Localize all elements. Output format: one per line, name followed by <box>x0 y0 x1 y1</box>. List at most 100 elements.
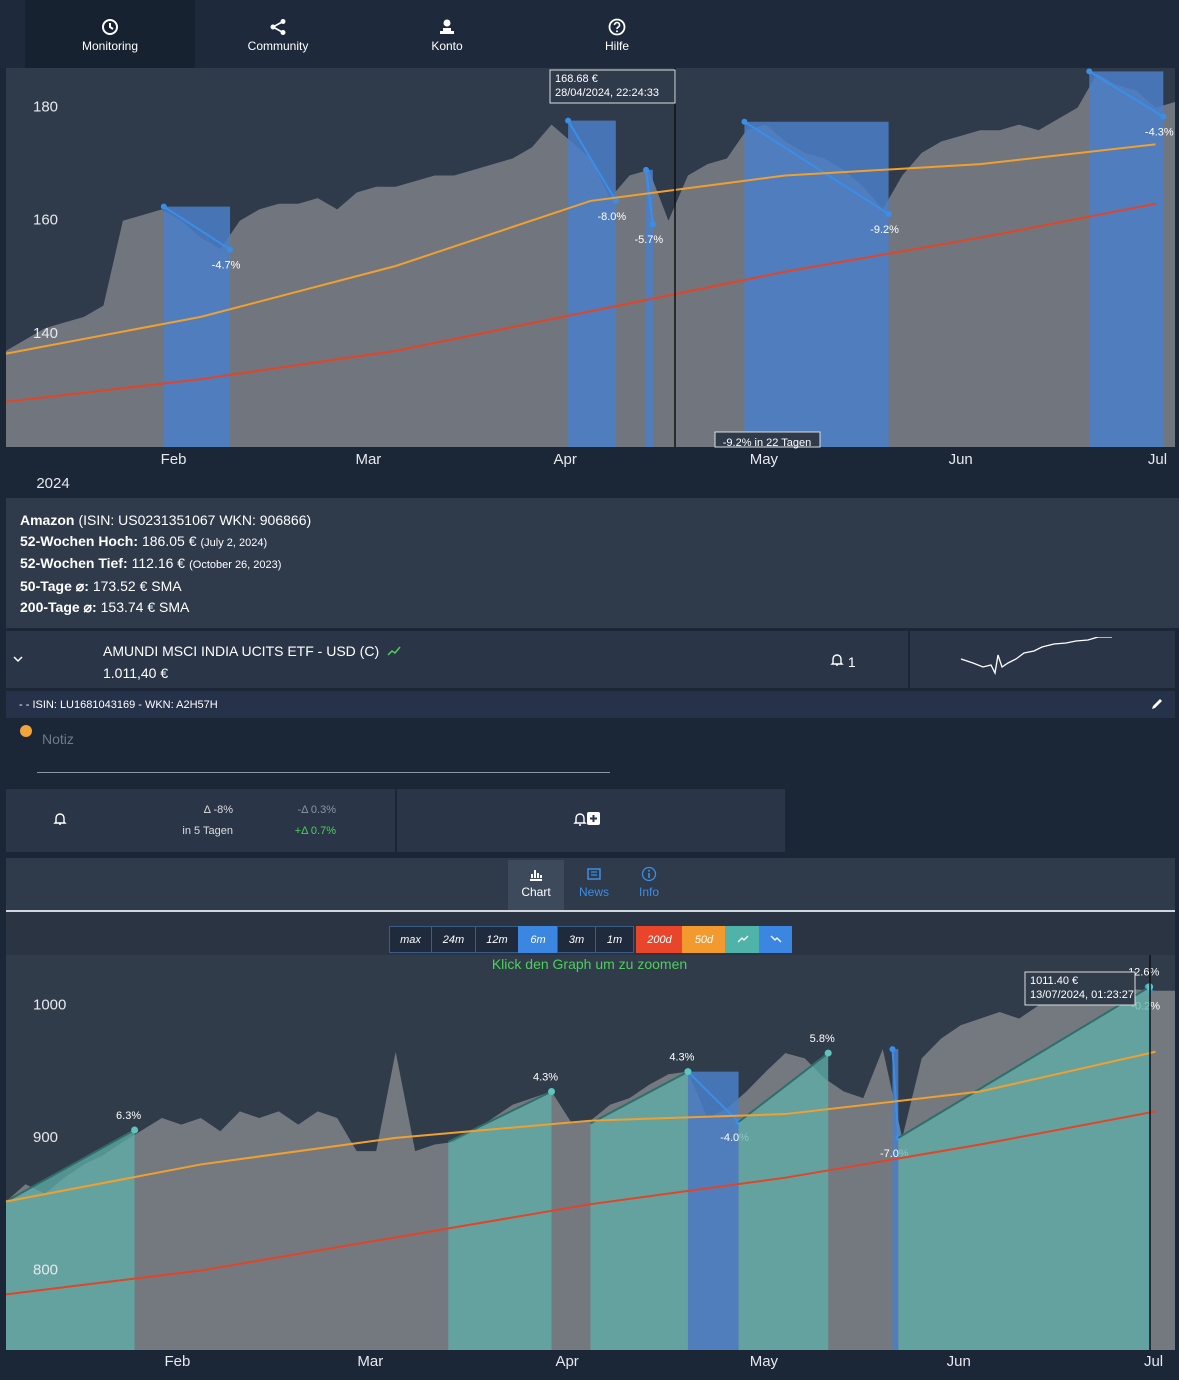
add-alert-box[interactable] <box>397 789 785 852</box>
icon <box>440 19 454 34</box>
drawdown-label: -4.3% <box>1145 127 1174 139</box>
x-tick-label: Feb <box>161 451 187 468</box>
tab-label: Info <box>638 885 659 899</box>
drawdown-region <box>163 206 231 447</box>
tab-active-bg <box>508 860 564 910</box>
sma200-line <box>5 1110 1156 1296</box>
chevron[interactable] <box>13 655 23 663</box>
gain-line <box>447 1090 552 1143</box>
x-tick-label: Jun <box>947 1353 971 1370</box>
icon <box>102 19 118 35</box>
drawdown-peak <box>565 117 572 124</box>
sma200-toggle[interactable]: 200d <box>636 926 683 953</box>
drawdown-region <box>568 120 616 447</box>
info-key: 50-Tage ⌀: <box>20 578 89 595</box>
info-key: 52-Wochen Tief: <box>20 555 128 572</box>
gain-peak <box>824 1049 832 1057</box>
gain-label: 4.3% <box>533 1071 558 1083</box>
alert-up: +Δ 0.7% <box>294 825 336 837</box>
note-icon <box>20 725 32 737</box>
nav-label: Hilfe <box>604 39 629 53</box>
drawdown-line <box>163 205 231 251</box>
range-button[interactable]: max <box>389 926 432 953</box>
info-line: 50-Tage ⌀: 173.52 € SMA <box>6 576 1179 597</box>
range-button[interactable]: 3m <box>557 926 596 953</box>
alert-count[interactable]: 1 <box>830 653 856 670</box>
gain-region <box>590 1071 688 1350</box>
info-value: 186.05 € <box>141 532 197 549</box>
tooltip-date: 28/04/2024, 22:24:33 <box>555 87 659 99</box>
tab-icon <box>530 870 542 881</box>
bell-icon <box>830 654 844 666</box>
drawdown-trough <box>612 197 619 204</box>
gain-line <box>737 1052 829 1123</box>
bell-icon <box>53 813 67 825</box>
drawdown-line <box>687 1070 740 1123</box>
y-tick-label: 180 <box>33 99 58 116</box>
tooltip-box <box>549 69 676 104</box>
note-field[interactable]: Notiz <box>6 720 610 775</box>
note-placeholder: Notiz <box>42 731 74 747</box>
drawdown-label: -5.7% <box>634 234 663 246</box>
tab[interactable]: Info <box>621 866 677 899</box>
note-underline <box>37 772 610 773</box>
gain-line <box>590 1070 689 1125</box>
drawdown-trough <box>649 221 656 228</box>
bottom-chart[interactable]: -4.0%-7.0%-0.2%6.3%4.3%4.3%5.8%12.6%8009… <box>0 955 1179 1380</box>
alert-delta: Δ -8% <box>203 804 233 816</box>
gain-region <box>738 1053 829 1350</box>
gain-label: 5.8% <box>810 1033 835 1045</box>
range-button-active[interactable]: 6m <box>518 926 558 953</box>
instrument-name: AMUNDI MSCI INDIA UCITS ETF - USD (C) <box>103 643 401 659</box>
range-button[interactable]: 1m <box>595 926 634 953</box>
instrument-price: 1.011,40 € <box>103 665 169 681</box>
range-button[interactable]: 24m <box>431 926 476 953</box>
span-label-box <box>714 431 821 448</box>
x-tick-label: Feb <box>165 1353 191 1370</box>
icon <box>270 19 286 35</box>
x-tick-label: Apr <box>553 451 576 468</box>
tab-icon <box>641 866 657 882</box>
edit-icon[interactable] <box>1150 697 1164 711</box>
x-tick-label: Jul <box>1144 1353 1163 1370</box>
nav-item[interactable]: Monitoring <box>25 0 195 68</box>
sma200-line <box>5 202 1156 403</box>
gains-toggle[interactable] <box>725 926 760 953</box>
nav-item[interactable]: Konto <box>362 0 532 68</box>
tab[interactable]: Chart <box>508 866 564 899</box>
x-tick-label: Jul <box>1148 451 1167 468</box>
instrument-row[interactable]: AMUNDI MSCI INDIA UCITS ETF - USD (C) 1.… <box>6 631 1175 688</box>
nav-label: Konto <box>431 39 463 53</box>
range-button[interactable]: 12m <box>475 926 519 953</box>
drawdown-trough <box>885 210 892 217</box>
drawdowns-toggle[interactable] <box>759 926 792 953</box>
nav-item[interactable]: Hilfe <box>532 0 702 68</box>
drawdown-line <box>645 169 654 225</box>
nav-item[interactable]: Community <box>193 0 363 68</box>
x-tick-label: Jun <box>949 451 973 468</box>
drawdown-peak <box>889 1046 896 1053</box>
tab[interactable]: News <box>566 866 622 899</box>
tooltip-box <box>1024 971 1136 1006</box>
sma50-toggle[interactable]: 50d <box>682 926 726 953</box>
info-value: 173.52 € SMA <box>92 578 182 595</box>
top-chart[interactable]: -4.7% -8.0% -5.7% -9.2% -4.3% 140 160 180 Feb Mar… <box>0 68 1179 498</box>
drawdown-region <box>892 1049 899 1350</box>
tooltip-price: 168.68 € <box>555 73 598 85</box>
gain-line <box>897 985 1151 1139</box>
info-panel: Amazon (ISIN: US0231351067 WKN: 906866) 5… <box>6 498 1179 628</box>
instrument-ids: - - ISIN: LU1681043169 - WKN: A2H57H <box>19 699 218 711</box>
alert-down: -Δ 0.3% <box>297 804 336 816</box>
drawdown-region <box>646 169 653 447</box>
drawdown-trough <box>227 246 234 253</box>
tab-label: News <box>578 885 609 899</box>
span-label: -9.2% in 22 Tagen <box>723 437 811 449</box>
alert-box[interactable]: Δ -8% in 5 Tagen -Δ 0.3% +Δ 0.7% <box>6 789 395 852</box>
gain-line <box>5 1129 136 1203</box>
drawdown-label: -4.7% <box>212 259 241 271</box>
drawdown-peak <box>741 118 748 125</box>
info-value: 153.74 € SMA <box>100 598 190 615</box>
icon <box>770 935 781 943</box>
icon <box>737 935 748 943</box>
